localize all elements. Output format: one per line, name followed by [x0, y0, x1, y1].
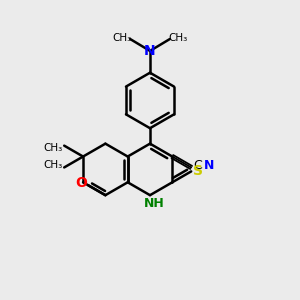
Text: CH₃: CH₃	[44, 160, 63, 170]
Text: O: O	[75, 176, 87, 190]
Text: N: N	[204, 159, 214, 172]
Text: NH: NH	[144, 196, 164, 210]
Text: S: S	[193, 164, 203, 178]
Text: CH₃: CH₃	[112, 33, 132, 43]
Text: C: C	[194, 159, 203, 172]
Text: CH₃: CH₃	[44, 142, 63, 153]
Text: N: N	[144, 44, 156, 58]
Text: CH₃: CH₃	[168, 33, 188, 43]
